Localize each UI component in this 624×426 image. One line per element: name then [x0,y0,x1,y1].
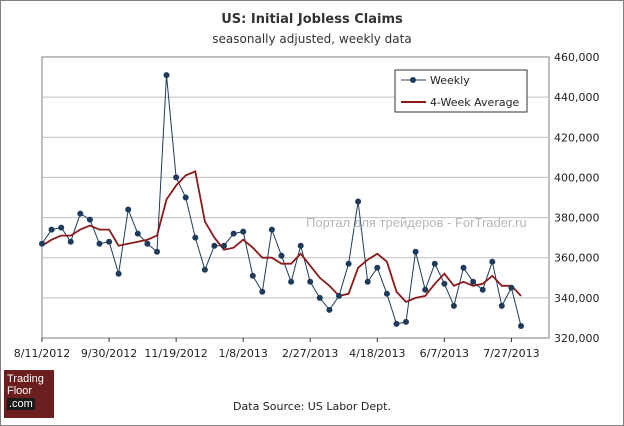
weekly-data-point [336,292,342,299]
weekly-data-point [173,174,180,181]
logo-line-floor: Floor [7,385,33,397]
chart-subtitle: seasonally adjusted, weekly data [212,32,412,46]
x-tick-label: 1/8/2013 [218,347,267,360]
weekly-data-point [268,226,275,233]
series-layer [39,72,524,329]
average-series-line [41,170,522,303]
y-tick-label: 320,000 [554,332,600,345]
weekly-data-point [297,242,304,249]
weekly-data-point [134,230,141,237]
weekly-data-point [288,278,295,285]
y-tick-label: 340,000 [554,292,600,305]
x-tick-label: 7/27/2013 [483,347,539,360]
weekly-data-point [259,288,266,295]
weekly-data-point [412,248,419,255]
x-tick-label: 4/18/2013 [349,347,405,360]
weekly-data-point [489,258,496,265]
y-tick-label: 400,000 [554,171,600,184]
weekly-data-point [48,226,55,233]
legend-weekly-marker [410,77,416,83]
weekly-data-point [441,280,448,287]
weekly-data-point [403,318,409,325]
watermark: Портал для трейдеров - ForTrader.ru [306,215,527,230]
weekly-data-point [345,260,352,267]
weekly-data-point [508,284,515,291]
weekly-data-point [278,252,285,259]
weekly-data-point [77,210,84,217]
chart-title: US: Initial Jobless Claims [221,12,403,27]
weekly-data-point [144,240,151,247]
y-tick-label: 380,000 [554,212,600,225]
weekly-data-point [115,270,122,277]
gridlines [42,96,549,299]
weekly-data-point [39,240,45,247]
x-tick-label: 6/7/2013 [420,347,469,360]
legend: Weekly 4-Week Average [394,69,528,113]
weekly-data-point [316,294,323,301]
weekly-data-point [460,264,467,271]
weekly-data-point [106,238,113,245]
weekly-data-point [422,286,429,293]
logo-line-trading: Trading [7,373,44,385]
y-tick-label: 440,000 [554,91,600,104]
weekly-data-point [431,260,438,267]
weekly-data-point [182,194,189,201]
weekly-data-point [355,198,362,205]
y-tick-label: 360,000 [554,252,600,265]
x-tick-label: 11/19/2012 [144,347,207,360]
weekly-data-point [364,278,371,285]
x-tick-label: 8/11/2012 [14,347,70,360]
weekly-data-point [470,278,477,285]
weekly-data-point [125,206,132,213]
weekly-data-point [154,248,160,255]
weekly-data-point [230,230,237,237]
x-tick-label: 9/30/2012 [81,347,137,360]
weekly-data-point [518,323,524,329]
logo-line-com: .com [7,398,35,410]
y-tick-label: 420,000 [554,131,600,144]
weekly-data-point [383,290,390,297]
weekly-data-point [67,238,74,245]
weekly-data-point [192,234,199,241]
weekly-data-point [326,306,333,313]
data-source: Data Source: US Labor Dept. [233,400,391,413]
weekly-data-point [211,242,218,249]
x-tick-label: 2/27/2013 [282,347,338,360]
weekly-data-point [201,266,208,273]
x-axis-ticks: 8/11/2012 9/30/2012 11/19/2012 1/8/2013 2/27… [14,338,540,360]
legend-box [394,69,528,113]
legend-average-label: 4-Week Average [430,96,520,109]
weekly-data-point [498,302,505,309]
weekly-data-point [307,278,314,285]
weekly-data-point [163,72,170,79]
y-axis-ticks: 320,000 340,000 360,000 380,000 400,000 420,0… [554,51,600,345]
weekly-data-point [374,264,381,271]
weekly-data-point [221,242,227,249]
weekly-data-point [58,224,65,231]
weekly-data-point [479,286,486,293]
weekly-data-point [86,216,93,223]
weekly-data-point [96,240,103,247]
y-tick-label: 460,000 [554,51,600,64]
weekly-data-point [393,320,400,327]
legend-weekly-label: Weekly [430,74,470,87]
weekly-data-point [240,228,247,235]
weekly-data-point [450,302,457,309]
tradingfloor-logo: Trading Floor .com [4,370,54,418]
weekly-data-point [249,272,256,279]
